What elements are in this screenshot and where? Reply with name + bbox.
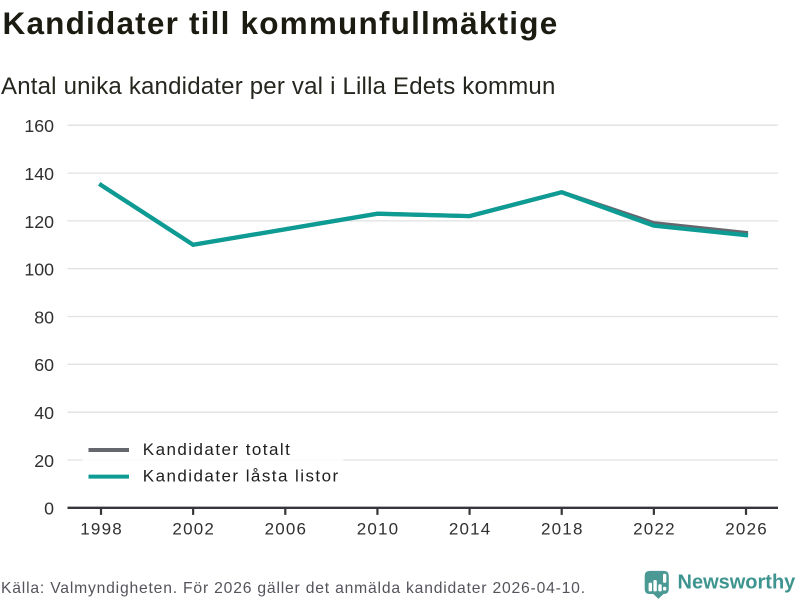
svg-text:Kandidater låsta listor: Kandidater låsta listor [143, 466, 340, 485]
svg-text:100: 100 [24, 260, 54, 280]
svg-text:0: 0 [44, 499, 54, 519]
svg-text:1998: 1998 [80, 520, 123, 539]
svg-text:20: 20 [34, 451, 54, 471]
svg-text:Antal unika kandidater per val: Antal unika kandidater per val i Lilla E… [1, 73, 556, 100]
svg-text:Kandidater totalt: Kandidater totalt [143, 440, 291, 459]
svg-text:80: 80 [34, 307, 54, 327]
svg-text:60: 60 [34, 355, 54, 375]
svg-text:160: 160 [24, 116, 54, 136]
svg-text:120: 120 [24, 212, 54, 232]
svg-text:2014: 2014 [449, 520, 492, 539]
svg-text:140: 140 [24, 164, 54, 184]
svg-text:2022: 2022 [633, 520, 676, 539]
svg-text:2010: 2010 [357, 520, 400, 539]
svg-text:40: 40 [34, 403, 54, 423]
svg-text:2018: 2018 [541, 520, 584, 539]
svg-text:2026: 2026 [725, 520, 768, 539]
svg-text:2002: 2002 [172, 520, 215, 539]
svg-text:Newsworthy: Newsworthy [678, 571, 797, 593]
svg-text:Källa: Valmyndigheten. För 202: Källa: Valmyndigheten. För 2026 gäller d… [1, 580, 586, 597]
svg-text:2006: 2006 [265, 520, 308, 539]
svg-text:Kandidater till kommunfullmäkt: Kandidater till kommunfullmäktige [3, 5, 559, 41]
